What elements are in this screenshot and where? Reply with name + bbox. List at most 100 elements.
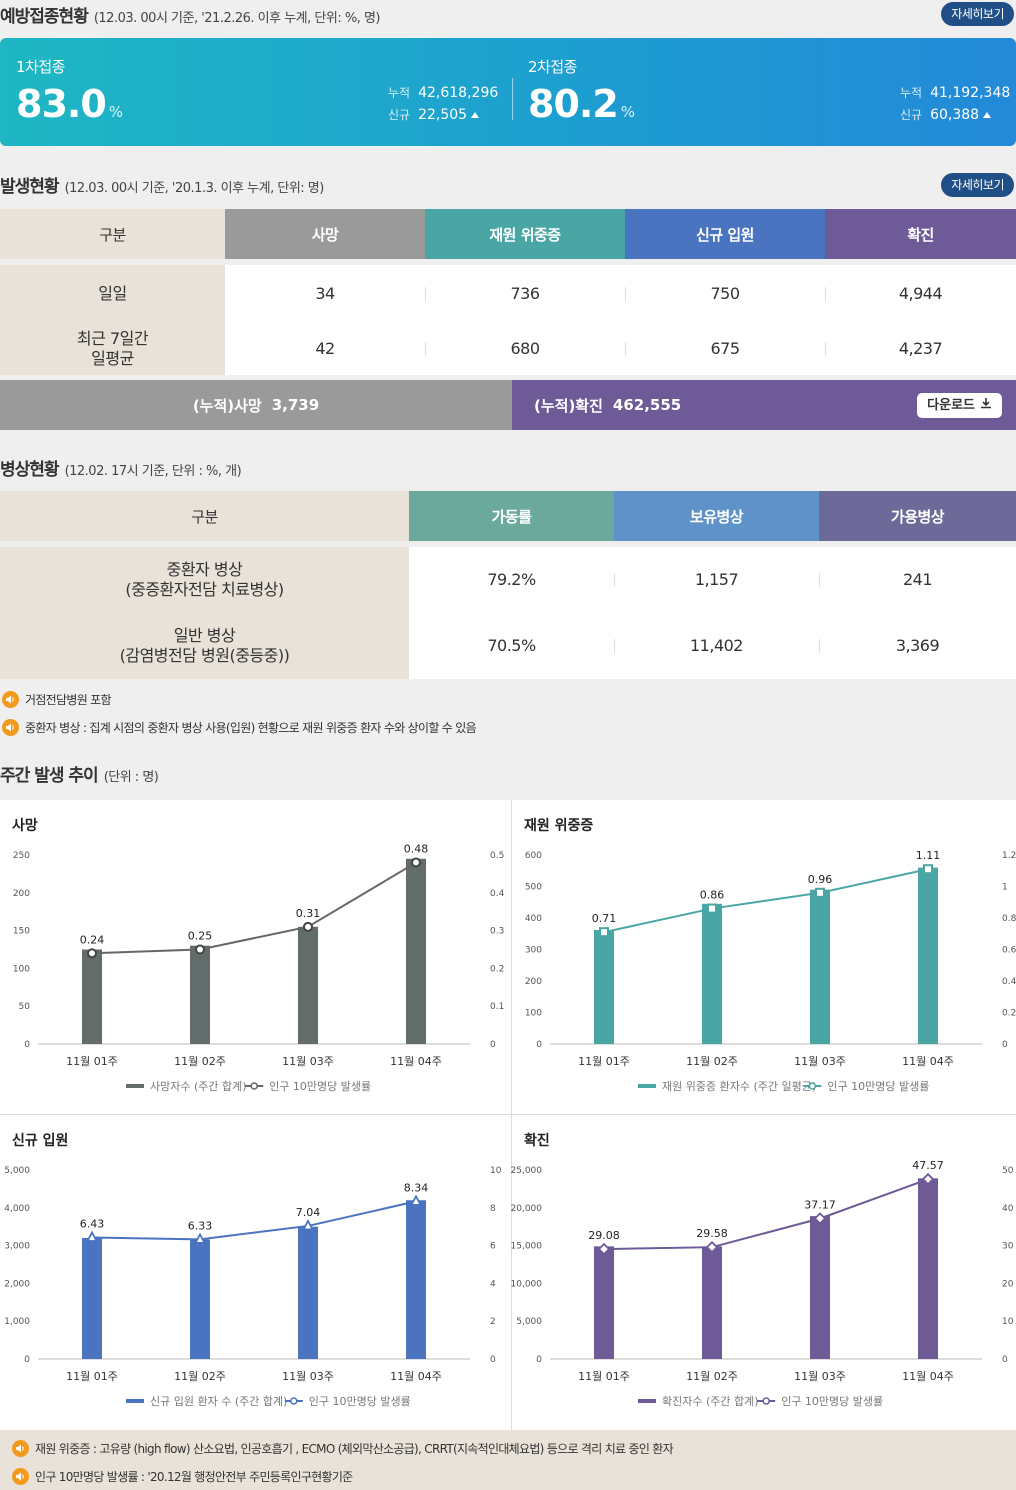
x-tick-label: 11월 04주 (902, 1055, 954, 1068)
legend-label: 인구 10만명당 발생률 (781, 1395, 883, 1408)
chart-legend: 신규 입원 환자 수 (주간 합계) 인구 10만명당 발생률 (126, 1395, 411, 1408)
rate-line (91, 1200, 417, 1241)
legend-label: 인구 10만명당 발생률 (269, 1080, 371, 1093)
y2-tick-label: 10 (490, 1166, 502, 1176)
line-point (813, 1212, 827, 1225)
up-triangle-icon (471, 112, 480, 118)
section-subtitle: (단위 : 명) (103, 770, 159, 785)
x-tick-label: 11월 01주 (66, 1055, 118, 1068)
bar (190, 945, 210, 1044)
footnote-1: 재원 위중증 : 고유량 (high flow) 산소요법, 인공호흡기 , E… (12, 1438, 674, 1458)
y-tick-label: 50 (19, 1002, 31, 1012)
ob-header-0: 구분 (0, 209, 225, 259)
table-column: 일일 최근 7일간 일평균 (0, 265, 225, 375)
bd-header-2: 보유병상 (614, 491, 819, 541)
table-column: 중환자 병상 (중증환자전담 치료병상) 일반 병상 (감염병전담 병원(중등중)… (0, 547, 409, 679)
y-tick-label: 0 (24, 1040, 30, 1050)
row-label: 일일 (98, 284, 127, 303)
beds-table: 구분 가동률 보유병상 가용병상 중환자 병상 (중증환자전담 치료병상) 일반 병상 … (0, 491, 1016, 679)
y2-tick-label: 0.8 (1002, 914, 1016, 924)
data-label: 29.58 (696, 1227, 728, 1240)
y-tick-label: 3,000 (4, 1242, 30, 1252)
y2-tick-label: 0 (1002, 1040, 1008, 1050)
x-tick-label: 11월 02주 (686, 1370, 738, 1383)
y-tick-label: 15,000 (511, 1242, 543, 1252)
y-tick-label: 5,000 (516, 1317, 542, 1327)
dose2-stats: 누적 41,192,348 신규 60,388 (900, 85, 1011, 123)
x-tick-label: 11월 03주 (794, 1370, 846, 1383)
table-column: 750 675 (625, 265, 825, 375)
legend-swatch-bar (638, 1399, 656, 1403)
y-tick-label: 200 (525, 977, 542, 987)
download-button[interactable]: 다운로드 (917, 393, 1002, 418)
chart-panel: 확진 0 5,000 10,000 15,000 20,000 25,000 0 10 20 30 4… (511, 1132, 1014, 1408)
dose1-panel: 1차접종 83.0% 누적 42,618,296 신규 22,505 (0, 38, 512, 146)
line-point (87, 948, 97, 959)
x-tick-label: 11월 03주 (794, 1055, 846, 1068)
bar (918, 1178, 938, 1359)
vaccination-banner: 1차접종 83.0% 누적 42,618,296 신규 22,505 2차접종 80… (0, 38, 1016, 146)
legend-label: 신규 입원 환자 수 (주간 합계) (150, 1395, 287, 1408)
bar (702, 1246, 722, 1359)
table-column: 736 680 (425, 265, 625, 375)
dose1-label: 1차접종 (16, 58, 65, 76)
dose2-panel: 2차접종 80.2% 누적 41,192,348 신규 60,388 (512, 38, 1016, 146)
y2-tick-label: 0.4 (1002, 977, 1016, 987)
section-title: 발생현황 (0, 177, 60, 197)
section-title: 주간 발생 추이 (0, 766, 99, 786)
data-label: 37.17 (804, 1198, 836, 1211)
vaccination-more-button[interactable]: 자세히보기 (941, 2, 1014, 26)
y2-tick-label: 40 (1002, 1204, 1014, 1214)
chart-panel: 신규 입원 0 1,000 2,000 3,000 4,000 5,000 0 2 4 6 8 10 11… (4, 1133, 501, 1408)
y2-tick-label: 0.6 (1002, 946, 1016, 956)
line-point (410, 1194, 422, 1206)
section-subtitle: (12.02. 17시 기준, 단위 : %, 개) (64, 464, 242, 479)
line-point (195, 944, 205, 955)
legend-marker (290, 1397, 298, 1405)
table-column: 4,944 4,237 (825, 265, 1016, 375)
y2-tick-label: 0.5 (490, 851, 504, 861)
dose1-percent: 83.0% (16, 82, 123, 126)
legend-marker (808, 1082, 817, 1090)
y2-tick-label: 4 (490, 1279, 496, 1289)
row-label: 중환자 병상 (중증환자전담 치료병상) (125, 560, 284, 599)
y-tick-label: 100 (525, 1009, 542, 1019)
weekly-charts: 사망 0 50 100 150 200 250 0 0.1 0.2 0.3 0.4 0.5 11월 01주… (0, 800, 1016, 1430)
y-tick-label: 0 (536, 1040, 542, 1050)
y-tick-label: 250 (13, 851, 30, 861)
x-tick-label: 11월 01주 (66, 1370, 118, 1383)
rate-line (91, 861, 417, 955)
table-column: 79.2% 70.5% (409, 547, 614, 679)
y-tick-label: 10,000 (511, 1279, 543, 1289)
speaker-icon (12, 1439, 29, 1457)
table-cell: 750 (625, 265, 825, 323)
y2-tick-label: 6 (490, 1242, 496, 1252)
table-cell: 675 (625, 323, 825, 375)
x-tick-label: 11월 03주 (282, 1055, 334, 1068)
bar (702, 903, 722, 1044)
x-tick-label: 11월 04주 (390, 1055, 442, 1068)
y2-tick-label: 8 (490, 1204, 496, 1214)
beds-note-2: 중환자 병상 : 집계 시점의 중환자 병상 사용(입원) 현황으로 재원 위중… (2, 717, 477, 737)
y-tick-label: 150 (13, 927, 30, 937)
y2-tick-label: 10 (1002, 1317, 1014, 1327)
divider (511, 800, 512, 1430)
y2-tick-label: 0 (490, 1040, 496, 1050)
legend-marker (762, 1397, 770, 1405)
data-label: 29.08 (588, 1229, 620, 1242)
data-label: 0.71 (592, 912, 617, 925)
y-tick-label: 2,000 (4, 1279, 30, 1289)
legend-swatch-bar (638, 1084, 656, 1088)
up-triangle-icon (983, 112, 992, 118)
table-column: 1,157 11,402 (614, 547, 819, 679)
dose2-new: 60,388 (930, 107, 980, 123)
x-tick-label: 11월 04주 (902, 1370, 954, 1383)
row-label: 일반 병상 (감염병전담 병원(중등중)) (119, 626, 290, 665)
table-header: 구분 가동률 보유병상 가용병상 (0, 491, 1016, 541)
outbreak-more-button[interactable]: 자세히보기 (941, 173, 1014, 197)
chart-title: 사망 (12, 817, 38, 834)
y-tick-label: 300 (525, 946, 542, 956)
cumulative-confirmed-value: 462,555 (612, 396, 682, 414)
x-tick-label: 11월 02주 (174, 1370, 226, 1383)
